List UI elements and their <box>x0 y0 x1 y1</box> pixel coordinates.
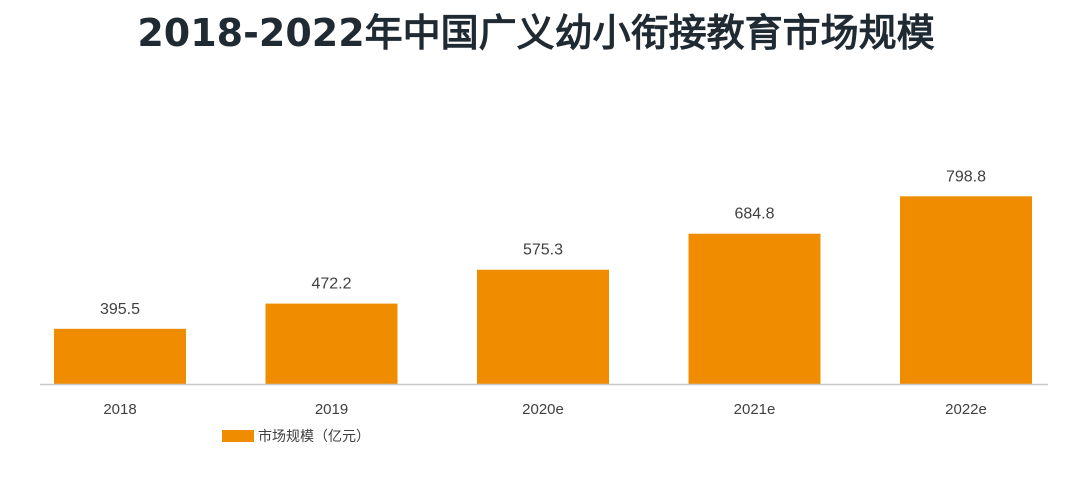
x-tick-labels-layer: 2018 2019 2020e 2021e 2022e <box>103 401 987 418</box>
chart-title: 2018-2022年中国广义幼小衔接教育市场规模 <box>137 11 934 55</box>
legend-label: 市场规模（亿元） <box>258 428 370 445</box>
x-tick-label-2020e: 2020e <box>522 401 564 418</box>
bar-2020e <box>477 269 609 384</box>
x-tick-label-2018: 2018 <box>103 401 136 418</box>
x-tick-label-2021e: 2021e <box>734 401 776 418</box>
legend-swatch <box>222 430 254 442</box>
value-label-2022e: 798.8 <box>946 168 986 185</box>
value-label-2019: 472.2 <box>311 276 351 293</box>
x-tick-label-2019: 2019 <box>315 401 348 418</box>
bar-2021e <box>688 233 821 384</box>
x-tick-label-2022e: 2022e <box>945 401 987 418</box>
legend: 市场规模（亿元） <box>222 428 370 445</box>
bars-layer <box>54 196 1032 384</box>
value-labels-layer: 395.5 472.2 575.3 684.8 798.8 <box>100 168 986 317</box>
value-label-2020e: 575.3 <box>523 242 563 259</box>
bar-2019 <box>265 303 398 384</box>
value-label-2021e: 684.8 <box>734 206 774 223</box>
value-label-2018: 395.5 <box>100 301 140 318</box>
bar-2022e <box>900 196 1032 384</box>
bar-2018 <box>54 328 186 384</box>
